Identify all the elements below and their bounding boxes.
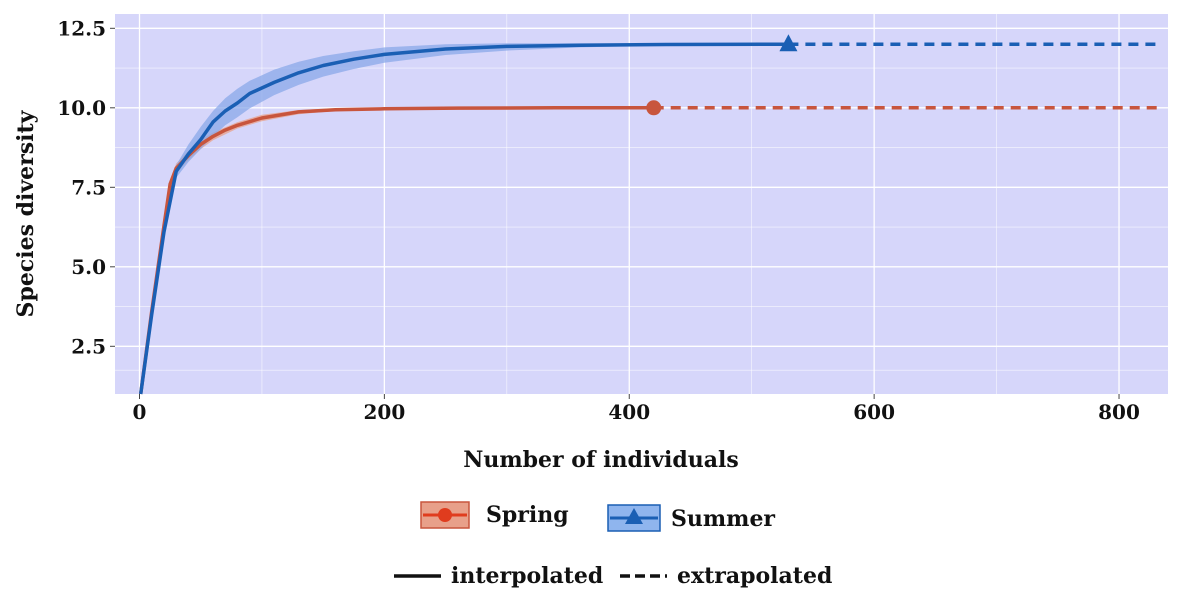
x-tick-label: 600 [853, 400, 895, 424]
y-tick-label: 2.5 [71, 334, 106, 358]
legend-item-summer: Summer [607, 504, 775, 532]
y-tick-label: 7.5 [71, 175, 106, 199]
legend-linetype: interpolated extrapolated [394, 563, 832, 589]
legend-label-interpolated: interpolated [451, 563, 603, 589]
x-tick-label: 400 [608, 400, 650, 424]
line-interpolated-spring [138, 106, 654, 395]
series-markers [646, 34, 798, 116]
line-interpolated-summer [138, 42, 789, 395]
x-axis-title: Number of individuals [463, 447, 738, 473]
x-tick-label: 200 [363, 400, 405, 424]
legend-item-spring: Spring [420, 501, 569, 529]
marker-observed-summer [779, 34, 798, 52]
y-tick-label: 10.0 [57, 96, 106, 120]
legend-series: Spring Summer [420, 501, 775, 532]
y-axis-title: Species diversity [13, 109, 39, 317]
legend-key-summer-marker [625, 508, 643, 524]
legend-label-summer: Summer [671, 506, 775, 532]
x-tick-label: 0 [133, 400, 147, 424]
axis-ticks: 0 200 400 600 800 2.5 5.0 7.5 10.0 12.5 [57, 16, 1140, 424]
marker-observed-spring [646, 100, 662, 116]
x-tick-label: 800 [1098, 400, 1140, 424]
legend-label-extrapolated: extrapolated [677, 563, 832, 589]
series-lines [138, 42, 1162, 395]
y-tick-label: 5.0 [71, 255, 106, 279]
legend-label-spring: Spring [486, 502, 569, 528]
y-tick-label: 12.5 [57, 16, 106, 40]
legend-key-spring-marker [438, 508, 452, 522]
